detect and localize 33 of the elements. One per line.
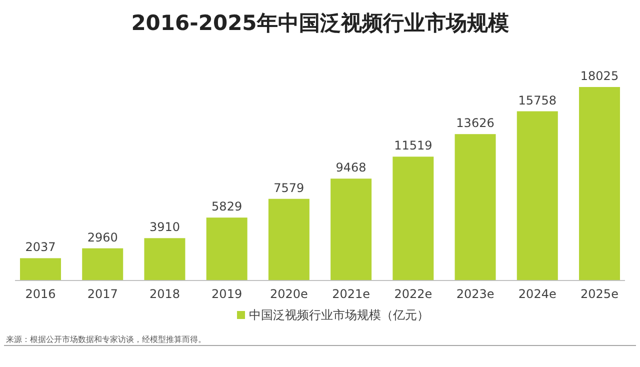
x-tick-label: 2018	[149, 287, 180, 301]
bar	[579, 87, 620, 280]
x-tick-label: 2020e	[270, 287, 308, 301]
legend-label: 中国泛视频行业市场规模（亿元）	[249, 308, 429, 322]
x-tick-label: 2021e	[332, 287, 370, 301]
x-tick-label: 2019	[212, 287, 242, 301]
x-tick-label: 2025e	[580, 287, 618, 301]
data-label: 3910	[149, 220, 180, 234]
data-label: 2037	[25, 240, 56, 254]
x-tick-label: 2017	[87, 287, 118, 301]
x-tick-label: 2023e	[456, 287, 494, 301]
source-note: 来源：根据公开市场数据和专家访谈，经模型推算而得。	[6, 335, 206, 344]
data-label: 11519	[394, 138, 432, 153]
data-label: 7579	[274, 180, 304, 195]
data-label: 15758	[518, 93, 556, 108]
bar	[82, 248, 124, 280]
x-tick-label: 2022e	[394, 287, 432, 301]
bar	[330, 178, 372, 280]
bar	[454, 134, 496, 280]
data-label: 5829	[212, 200, 242, 214]
bar	[392, 156, 434, 280]
bar	[20, 258, 61, 280]
data-label: 9468	[336, 160, 366, 175]
data-label: 18025	[580, 69, 619, 83]
data-label: 2960	[87, 230, 118, 244]
bar	[516, 111, 558, 280]
x-tick-label: 2024e	[518, 287, 556, 301]
bar	[268, 198, 310, 280]
x-tick-label: 2016	[25, 287, 56, 301]
chart-title: 2016-2025年中国泛视频行业市场规模	[131, 11, 509, 35]
bar	[206, 218, 248, 280]
data-label: 13626	[456, 116, 494, 130]
bar	[144, 238, 186, 280]
